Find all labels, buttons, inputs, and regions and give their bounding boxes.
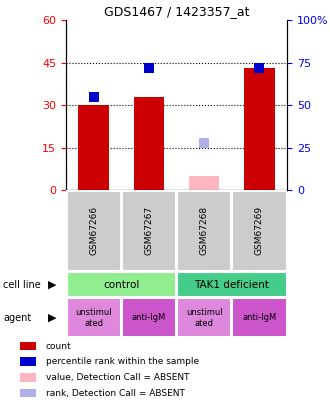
Bar xyxy=(67,298,121,337)
Title: GDS1467 / 1423357_at: GDS1467 / 1423357_at xyxy=(104,5,249,18)
Text: percentile rank within the sample: percentile rank within the sample xyxy=(46,357,199,366)
Text: cell line: cell line xyxy=(3,279,41,290)
Bar xyxy=(122,298,176,337)
Bar xyxy=(244,68,275,190)
Text: GSM67269: GSM67269 xyxy=(255,206,264,256)
Text: anti-IgM: anti-IgM xyxy=(242,313,277,322)
Text: rank, Detection Call = ABSENT: rank, Detection Call = ABSENT xyxy=(46,389,185,398)
Text: count: count xyxy=(46,341,71,350)
Bar xyxy=(134,97,164,190)
Bar xyxy=(232,191,286,271)
Text: GSM67266: GSM67266 xyxy=(89,206,98,256)
Text: GSM67268: GSM67268 xyxy=(200,206,209,256)
Bar xyxy=(177,191,231,271)
Text: ▶: ▶ xyxy=(48,279,56,290)
Text: TAK1 deficient: TAK1 deficient xyxy=(194,279,269,290)
Bar xyxy=(20,342,36,350)
Text: GSM67267: GSM67267 xyxy=(145,206,153,256)
Bar xyxy=(67,272,176,297)
Bar xyxy=(232,298,286,337)
Text: agent: agent xyxy=(3,313,32,323)
Bar xyxy=(177,298,231,337)
Text: value, Detection Call = ABSENT: value, Detection Call = ABSENT xyxy=(46,373,189,382)
Bar xyxy=(67,191,121,271)
Bar xyxy=(79,105,109,190)
Bar xyxy=(122,191,176,271)
Text: control: control xyxy=(103,279,140,290)
Bar xyxy=(177,272,286,297)
Text: anti-IgM: anti-IgM xyxy=(132,313,166,322)
Bar xyxy=(189,176,219,190)
Text: ▶: ▶ xyxy=(48,313,56,323)
Text: unstimul
ated: unstimul ated xyxy=(75,308,112,328)
Text: unstimul
ated: unstimul ated xyxy=(186,308,222,328)
Bar xyxy=(20,357,36,366)
Bar xyxy=(20,389,36,397)
Bar xyxy=(20,373,36,382)
